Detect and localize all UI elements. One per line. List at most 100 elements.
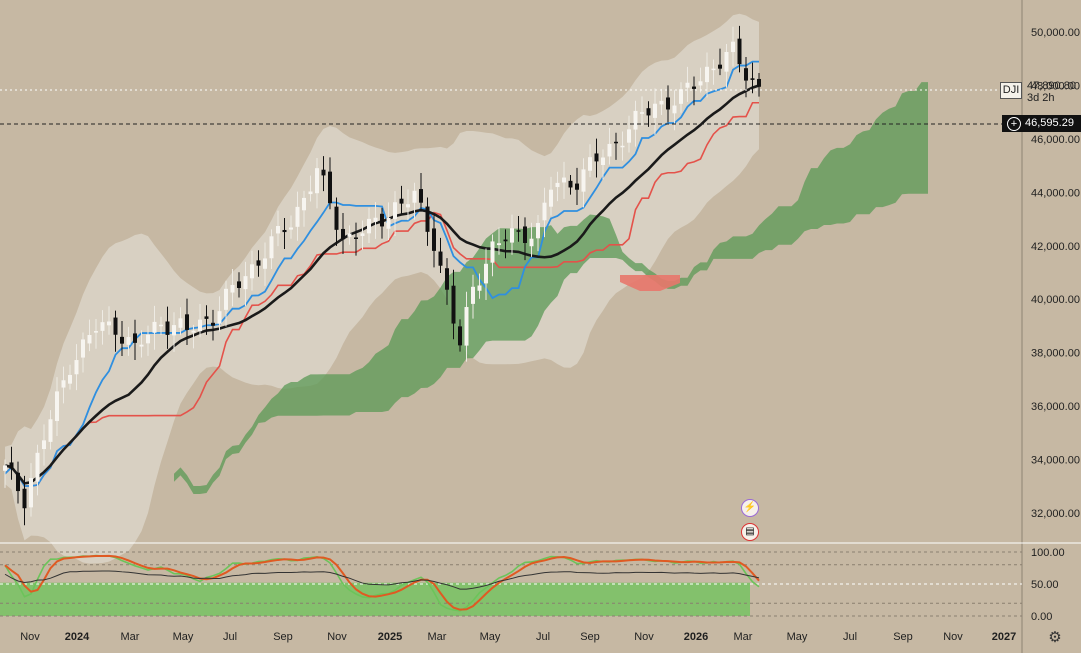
plus-circle-icon[interactable]: + (1007, 117, 1021, 131)
y-tick-label: 42,000.00 (1031, 241, 1080, 253)
candle (74, 360, 79, 375)
candle (594, 153, 599, 162)
candle (419, 189, 423, 203)
candle (211, 322, 215, 326)
candle (263, 258, 267, 269)
candle (321, 169, 326, 176)
candle (425, 206, 430, 232)
y-tick-label: 46,000.00 (1031, 134, 1080, 146)
candle (328, 171, 332, 204)
candle (204, 316, 209, 319)
candle (230, 284, 235, 293)
candle (133, 333, 137, 343)
price-axis: 50,000.00 48,000.00 46,000.00 44,000.00 42,0… (1031, 27, 1080, 520)
candle (412, 190, 417, 203)
candle (503, 239, 508, 242)
candle (360, 233, 365, 237)
candle (744, 68, 748, 81)
candle (237, 281, 241, 288)
candle (224, 288, 228, 310)
candle (750, 78, 755, 80)
oscillator-axis: 100.00 50.00 0.00 (1031, 547, 1065, 623)
x-tick-label: Nov (634, 631, 654, 643)
candle (347, 233, 352, 237)
lightning-event-icon[interactable]: ⚡ (741, 499, 759, 517)
candle (3, 465, 7, 471)
candle (666, 97, 670, 110)
x-tick-label: Mar (121, 631, 140, 643)
candle (633, 110, 638, 130)
candle (464, 307, 469, 346)
y-tick-label: 44,000.00 (1031, 187, 1080, 199)
candle (497, 243, 501, 246)
candle (562, 177, 566, 183)
candle (256, 260, 261, 266)
candle (126, 337, 131, 345)
candle (542, 202, 547, 221)
candle (568, 180, 573, 188)
candle (685, 82, 690, 88)
x-tick-label: 2027 (992, 631, 1016, 643)
candle (55, 391, 59, 422)
x-tick-label: May (787, 631, 808, 643)
candle (373, 217, 378, 222)
y-tick-label: 36,000.00 (1031, 401, 1080, 413)
candle (367, 218, 371, 234)
candle (159, 324, 163, 327)
candle (451, 285, 456, 324)
candle (315, 168, 319, 194)
conversion-line (4, 60, 759, 487)
candle (35, 452, 40, 482)
candle (692, 86, 696, 89)
candle (679, 89, 683, 104)
y-tick-label: 50,000.00 (1031, 27, 1080, 39)
candle (640, 112, 644, 114)
candle (9, 462, 14, 469)
crosshair-price-tag[interactable]: +46,595.29 (1002, 115, 1081, 132)
candle (510, 228, 514, 243)
candle (458, 326, 462, 346)
ichimoku-cloud (174, 82, 928, 495)
band-fill (5, 13, 759, 564)
candle (705, 66, 709, 83)
x-tick-label: Nov (20, 631, 40, 643)
x-tick-label: May (173, 631, 194, 643)
candle (588, 157, 592, 171)
candle (107, 321, 111, 326)
candle (432, 228, 436, 251)
cloud-red (620, 275, 680, 291)
y-tick-label: 38,000.00 (1031, 348, 1080, 360)
candle (172, 325, 176, 336)
candle (139, 344, 144, 347)
symbol-tag: DJI (1000, 82, 1022, 99)
price-tag: 47,890.80 3d 2h (1027, 80, 1076, 104)
candle (438, 251, 443, 266)
candle (601, 157, 605, 166)
bollinger-band (5, 13, 759, 564)
x-tick-label: Mar (428, 631, 447, 643)
gear-icon[interactable]: ⚙ (1048, 629, 1062, 646)
candle (100, 322, 105, 331)
candle (529, 238, 534, 247)
candle (94, 331, 98, 333)
candle (308, 191, 313, 195)
candle (295, 206, 300, 227)
x-tick-label: Jul (223, 631, 237, 643)
candle (165, 321, 170, 335)
candle (341, 228, 345, 240)
candle (334, 206, 339, 230)
oscillator-mid-line (4, 570, 760, 590)
candle (302, 197, 306, 211)
candle (516, 230, 521, 232)
candle (386, 218, 391, 229)
osc-tick-label: 0.00 (1031, 611, 1052, 623)
candle (731, 41, 735, 53)
candle (276, 225, 280, 234)
us-flag-event-icon[interactable]: ▤ (741, 523, 759, 541)
candle (282, 229, 287, 233)
candle (555, 182, 560, 188)
candle (711, 68, 716, 71)
candle (16, 472, 20, 492)
candle (484, 263, 488, 284)
